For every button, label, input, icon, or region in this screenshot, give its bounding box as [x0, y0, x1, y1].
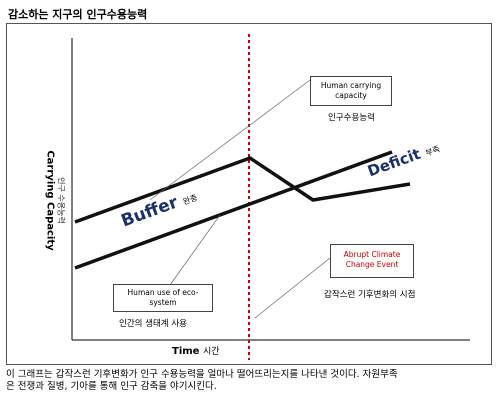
caption: 이 그래프는 갑작스런 기후변화가 인구 수용능력을 얼마나 떨어뜨리는지를 나…	[6, 369, 496, 393]
abrupt-event-ko: 갑작스런 기후변화의 시점	[324, 290, 416, 300]
human-use-line2: system	[149, 298, 177, 307]
y-axis-label-ko: 인구 수용능력	[56, 177, 66, 224]
human-use-ko: 인간의 생태계 사용	[119, 319, 187, 329]
deficit-label-ko: 부족	[424, 144, 442, 158]
human-capacity-line2: capacity	[335, 91, 367, 100]
abrupt-line2: Change Event	[345, 260, 399, 269]
abrupt-callout-line	[254, 257, 331, 319]
human-capacity-box: Human carrying capacity	[310, 76, 392, 106]
x-axis-label: Time 시간	[172, 344, 220, 357]
y-axis-label-en: Carrying Capacity	[44, 150, 56, 251]
human-use-line	[74, 150, 393, 270]
human-use-box: Human use of eco- system	[113, 284, 213, 312]
human-use-line1: Human use of eco-	[127, 288, 199, 297]
caption-line2: 은 전쟁과 질병, 기아를 통해 인구 감축을 야기시킨다.	[6, 381, 217, 392]
capacity-callout-line	[149, 79, 311, 201]
caption-line1: 이 그래프는 갑작스런 기후변화가 인구 수용능력을 얼마나 떨어뜨리는지를 나…	[6, 369, 398, 380]
human-use-callout-line	[169, 214, 221, 286]
buffer-label-ko: 완충	[181, 193, 199, 207]
human-capacity-line1: Human carrying	[320, 81, 382, 90]
page-title: 감소하는 지구의 인구수용능력	[8, 8, 148, 21]
x-axis-label-en: Time	[172, 346, 200, 357]
y-axis-label: Carrying Capacity	[45, 146, 56, 256]
carrying-capacity-line	[74, 156, 411, 224]
diagram-frame	[6, 23, 492, 365]
abrupt-event-box: Abrupt Climate Change Event	[330, 244, 414, 278]
abrupt-line1: Abrupt Climate	[343, 250, 401, 259]
human-capacity-ko: 인구수용능력	[328, 113, 375, 123]
x-axis-label-ko: 시간	[202, 347, 220, 357]
